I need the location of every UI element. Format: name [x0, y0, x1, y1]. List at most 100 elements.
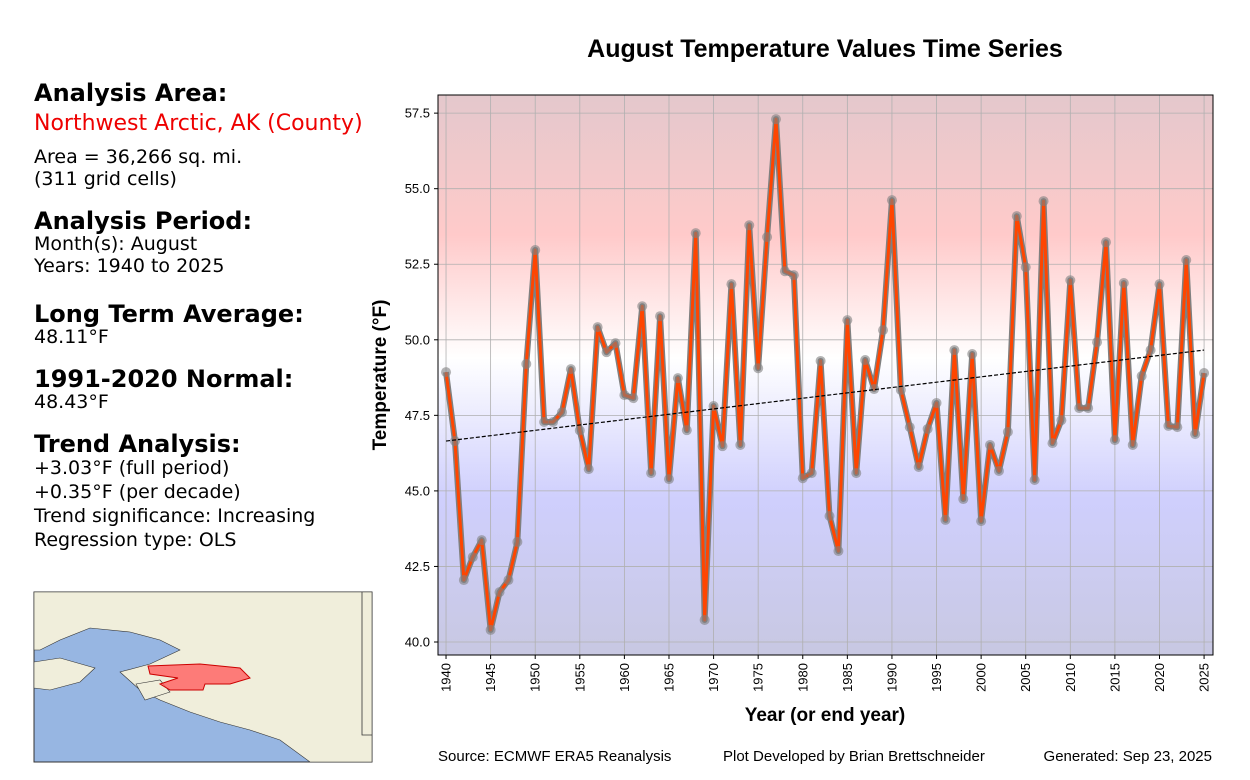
y-tick-label: 45.0 — [405, 483, 430, 498]
heading: 1991-2020 Normal: — [34, 365, 293, 393]
plot-frame — [437, 94, 1214, 656]
x-tick-label: 1965 — [661, 663, 676, 692]
info-line: Trend significance: Increasing — [33, 505, 315, 527]
data-point — [485, 624, 496, 635]
data-point — [833, 546, 844, 557]
data-point — [824, 510, 835, 521]
data-point — [869, 384, 880, 395]
heading: Analysis Area: — [34, 79, 227, 107]
plot: 40.0 42.5 45.0 47.5 50.0 52.5 55.0 57.5 1940 1945… — [405, 95, 1213, 692]
data-point — [565, 364, 576, 375]
info-line: 48.11°F — [34, 326, 109, 348]
info-line: Month(s): August — [34, 233, 197, 255]
x-tick-label: 1985 — [840, 663, 855, 692]
data-point — [735, 439, 746, 450]
x-tick-label: 2020 — [1152, 663, 1167, 692]
y-tick-label: 42.5 — [405, 559, 430, 574]
trend-line — [445, 349, 1205, 442]
x-tick-label: 2010 — [1063, 663, 1078, 692]
x-tick-label: 1970 — [706, 663, 721, 692]
data-point — [467, 552, 478, 563]
data-point — [458, 575, 469, 586]
y-tick-label: 50.0 — [405, 332, 430, 347]
info-panel: Analysis Area: Northwest Arctic, AK (Cou… — [33, 79, 363, 551]
data-point — [646, 468, 657, 479]
info-line: +0.35°F (per decade) — [34, 481, 241, 503]
data-point — [1011, 211, 1022, 222]
data-point — [851, 468, 862, 479]
y-tick-label: 47.5 — [405, 408, 430, 423]
author-note: Plot Developed by Brian Brettschneider — [723, 748, 985, 765]
info-line: Regression type: OLS — [34, 529, 236, 551]
data-point — [672, 373, 683, 384]
info-line: Area = 36,266 sq. mi. — [34, 146, 242, 168]
map-land — [33, 657, 96, 691]
data-point — [628, 393, 639, 404]
data-point — [1100, 237, 1111, 248]
data-point — [815, 355, 826, 366]
data-point — [806, 468, 817, 479]
data-point — [1065, 275, 1076, 286]
data-point — [530, 245, 541, 256]
data-point — [681, 425, 692, 436]
x-tick-label: 2000 — [974, 663, 989, 692]
data-point — [788, 270, 799, 281]
data-point — [1163, 420, 1174, 431]
y-tick-label: 52.5 — [405, 257, 430, 272]
data-point — [449, 436, 460, 447]
data-point — [967, 348, 978, 359]
info-line: 48.43°F — [34, 391, 109, 413]
data-point — [1145, 345, 1156, 356]
data-point — [744, 220, 755, 231]
heading: Long Term Average: — [34, 300, 304, 328]
data-point — [1154, 279, 1165, 290]
x-tick-label: 1990 — [884, 663, 899, 692]
data-point — [753, 363, 764, 374]
data-point — [878, 325, 889, 336]
data-point — [1020, 262, 1031, 273]
data-point — [726, 279, 737, 290]
data-point — [583, 464, 594, 475]
data-point — [779, 266, 790, 277]
data-point — [797, 473, 808, 484]
data-point — [637, 301, 648, 312]
x-tick-label: 1945 — [483, 663, 498, 692]
x-tick-label: 2025 — [1197, 663, 1212, 692]
y-axis-label: Temperature (°F) — [370, 300, 391, 451]
data-point — [574, 425, 585, 436]
data-point — [1127, 439, 1138, 450]
data-point — [922, 423, 933, 434]
plot-background — [438, 95, 1213, 655]
data-point — [1199, 368, 1210, 379]
chart-title: August Temperature Values Time Series — [587, 35, 1063, 63]
x-axis-label: Year (or end year) — [745, 705, 906, 726]
data-point — [985, 439, 996, 450]
data-point — [441, 367, 452, 378]
data-point — [904, 422, 915, 433]
data-point — [699, 614, 710, 625]
info-line: Years: 1940 to 2025 — [33, 255, 224, 277]
data-point — [762, 232, 773, 243]
data-point — [601, 347, 612, 358]
data-point — [655, 311, 666, 322]
data-point — [895, 384, 906, 395]
x-tick-label: 2005 — [1018, 663, 1033, 692]
data-point — [886, 195, 897, 206]
heading: Analysis Period: — [34, 207, 252, 235]
x-tick-label: 1960 — [617, 663, 632, 692]
x-tick-label: 1955 — [572, 663, 587, 692]
data-point — [690, 228, 701, 239]
data-point — [949, 345, 960, 356]
data-point — [913, 462, 924, 473]
info-line: +3.03°F (full period) — [34, 457, 229, 479]
data-point — [1181, 255, 1192, 266]
x-tick-label: 1975 — [751, 663, 766, 692]
data-point — [548, 416, 559, 427]
x-tick-label: 1940 — [439, 663, 454, 692]
data-point — [1190, 429, 1201, 440]
data-point — [610, 338, 621, 349]
data-point — [1109, 435, 1120, 446]
x-tick-label: 2015 — [1107, 663, 1122, 692]
data-point — [940, 514, 951, 525]
data-point — [556, 407, 567, 418]
